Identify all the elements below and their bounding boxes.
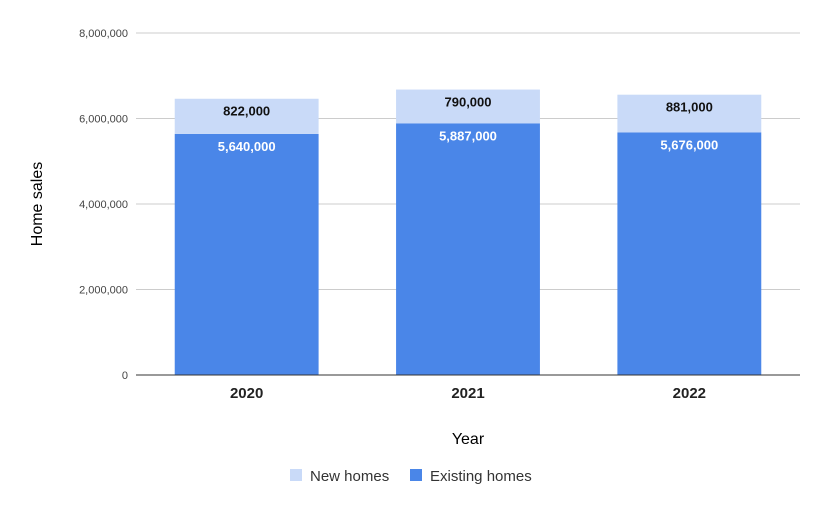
bar-new-homes: [396, 89, 540, 124]
y-axis-title: Home sales: [29, 162, 46, 246]
bar-new-homes: [617, 94, 762, 133]
legend-swatch-existing-homes: [410, 469, 422, 481]
data-label-new-homes: 822,000: [223, 104, 270, 119]
data-label-existing-homes: 5,887,000: [439, 128, 497, 143]
data-label-existing-homes: 5,640,000: [218, 139, 276, 154]
x-tick-label: 2021: [451, 385, 484, 402]
y-tick-label: 2,000,000: [79, 285, 128, 297]
x-tick-label: 2020: [230, 385, 263, 402]
y-tick-label: 6,000,000: [79, 114, 128, 126]
data-labels: 5,640,000 822,000 5,887,000 790,000 5,676,00…: [218, 95, 719, 154]
data-label-existing-homes: 5,676,000: [660, 137, 718, 152]
data-label-new-homes: 790,000: [445, 95, 492, 110]
legend-swatch-new-homes: [290, 469, 302, 481]
y-axis-ticks: 0 2,000,000 4,000,000 6,000,000 8,000,000: [79, 28, 128, 382]
legend: New homes Existing homes: [290, 468, 532, 485]
x-tick-label: 2022: [673, 385, 706, 402]
bar-existing-homes: [617, 132, 762, 375]
y-tick-label: 4,000,000: [79, 199, 128, 211]
x-axis-title: Year: [452, 431, 485, 448]
legend-label-new-homes: New homes: [310, 468, 389, 485]
bars: [174, 89, 762, 375]
bar-new-homes: [174, 98, 319, 134]
data-label-new-homes: 881,000: [666, 100, 713, 115]
y-tick-label: 8,000,000: [79, 28, 128, 40]
legend-label-existing-homes: Existing homes: [430, 468, 532, 485]
bar-existing-homes: [174, 133, 319, 375]
y-tick-label: 0: [122, 370, 128, 382]
bar-existing-homes: [396, 123, 540, 375]
x-axis-ticks: 2020 2021 2022: [230, 385, 706, 402]
